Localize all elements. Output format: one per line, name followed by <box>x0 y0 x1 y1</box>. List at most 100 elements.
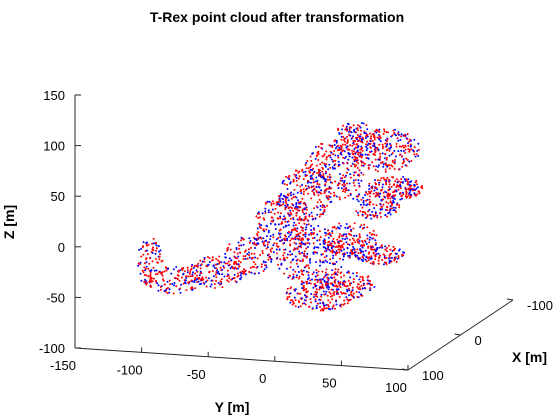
data-point <box>144 280 147 283</box>
data-point <box>338 163 341 166</box>
data-point <box>355 160 358 163</box>
data-point <box>193 281 196 283</box>
data-point <box>158 258 161 261</box>
data-point <box>366 279 369 282</box>
data-point <box>150 280 153 283</box>
data-point <box>292 193 295 196</box>
data-point <box>297 306 300 309</box>
y-tick-label: 0 <box>259 371 266 386</box>
data-point <box>175 266 178 268</box>
data-point <box>278 248 281 251</box>
data-point <box>398 204 401 207</box>
data-point <box>404 148 407 151</box>
data-point <box>242 255 245 258</box>
data-point <box>138 248 141 251</box>
data-point <box>375 191 378 194</box>
data-point <box>383 256 386 258</box>
data-point <box>327 277 330 280</box>
data-point <box>356 143 359 146</box>
data-point <box>345 125 348 128</box>
data-point <box>315 271 318 274</box>
data-point <box>333 140 336 143</box>
data-point <box>366 234 369 237</box>
data-point <box>344 140 346 143</box>
data-point <box>281 222 284 224</box>
data-point <box>354 178 357 181</box>
data-point <box>321 170 324 173</box>
data-point <box>144 267 147 270</box>
data-point <box>373 233 376 236</box>
data-point <box>185 289 188 292</box>
data-point <box>395 260 398 263</box>
data-point <box>391 152 394 154</box>
data-point <box>248 237 251 240</box>
data-point <box>340 271 343 274</box>
data-point <box>328 191 331 193</box>
data-point <box>200 263 203 266</box>
data-point <box>373 286 376 288</box>
data-point <box>349 173 352 176</box>
data-point <box>338 146 341 149</box>
data-point <box>416 186 419 189</box>
data-point <box>372 192 375 195</box>
data-point <box>283 259 286 262</box>
data-point <box>369 140 372 143</box>
data-point <box>394 128 396 131</box>
data-point <box>340 145 343 148</box>
data-point <box>295 233 298 236</box>
data-point <box>349 176 352 179</box>
data-point <box>182 273 185 276</box>
data-point <box>372 252 375 255</box>
data-point <box>333 293 336 296</box>
data-point <box>349 252 352 255</box>
data-point <box>216 269 219 272</box>
data-point <box>227 280 230 283</box>
data-point <box>253 272 256 275</box>
data-point <box>143 266 146 269</box>
data-point <box>372 203 375 206</box>
data-point <box>318 183 321 186</box>
data-point <box>331 181 334 184</box>
data-point <box>334 268 337 271</box>
data-point <box>270 204 273 206</box>
data-point <box>156 273 159 275</box>
data-point <box>304 204 307 207</box>
data-point <box>289 181 292 184</box>
data-point <box>208 270 211 273</box>
data-point <box>352 197 355 200</box>
data-point <box>357 162 360 165</box>
data-point <box>382 183 384 186</box>
data-point <box>323 293 326 296</box>
data-point <box>395 142 398 145</box>
data-point <box>273 212 276 215</box>
data-point <box>242 258 245 260</box>
data-point <box>323 279 326 282</box>
data-point <box>385 140 388 143</box>
data-point <box>264 212 267 214</box>
data-point <box>346 161 349 164</box>
data-point <box>342 242 345 245</box>
data-point <box>189 269 192 271</box>
data-point <box>382 203 385 206</box>
data-point <box>401 197 403 200</box>
data-point <box>313 236 316 239</box>
data-point <box>407 144 410 147</box>
data-point <box>361 213 364 216</box>
data-point <box>370 190 373 193</box>
data-point <box>302 281 305 284</box>
data-point <box>261 240 264 243</box>
data-point <box>339 304 341 307</box>
data-point <box>333 144 336 146</box>
data-point <box>385 158 388 161</box>
data-point <box>260 265 263 268</box>
data-point <box>330 187 333 190</box>
data-point <box>332 257 334 260</box>
data-point <box>346 135 349 138</box>
data-point <box>184 270 186 273</box>
data-point <box>392 129 395 132</box>
data-point <box>408 150 411 153</box>
z-tick-label: -50 <box>46 290 65 305</box>
data-point <box>398 145 401 148</box>
x-tick-mark <box>401 368 409 371</box>
